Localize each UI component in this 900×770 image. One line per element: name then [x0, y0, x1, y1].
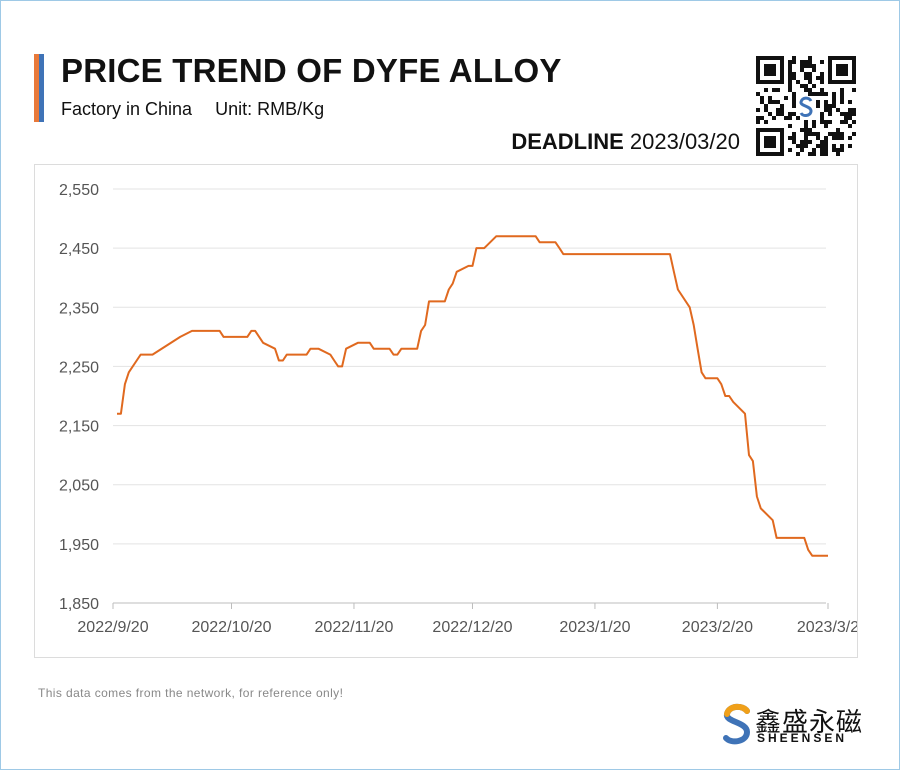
- y-tick-label: 2,450: [59, 241, 99, 258]
- subtitle-factory: Factory in China: [61, 99, 193, 119]
- title-accent-bar: [34, 54, 44, 122]
- deadline-label: DEADLINE: [511, 129, 624, 154]
- footer-disclaimer: This data comes from the network, for re…: [38, 686, 344, 700]
- y-tick-label: 1,850: [59, 596, 99, 613]
- line-chart: 1,850 1,950 2,050 2,150 2,250 2,350 2,450 2,550…: [59, 182, 857, 636]
- subtitle-unit: Unit: RMB/Kg: [215, 99, 325, 119]
- deadline-date: 2023/03/20: [629, 129, 740, 154]
- y-tick-label: 1,950: [59, 537, 99, 554]
- y-tick-label: 2,150: [59, 419, 99, 436]
- x-tick-label: 2022/11/20: [315, 619, 394, 636]
- y-tick-label: 2,250: [59, 359, 99, 376]
- deadline: DEADLINE 2023/03/20: [511, 129, 740, 155]
- y-tick-label: 2,050: [59, 478, 99, 495]
- logo-s-icon: [723, 703, 751, 745]
- x-tick-label: 2022/9/20: [77, 619, 148, 636]
- x-tick-label: 2023/1/20: [559, 619, 630, 636]
- brand-logo: 鑫盛永磁 SHEENSEN: [721, 700, 864, 750]
- x-tick-label: 2022/12/20: [432, 619, 512, 636]
- qr-code-icon: [756, 56, 856, 156]
- x-tick-label: 2023/2/20: [682, 619, 753, 636]
- chart-area: 1,850 1,950 2,050 2,150 2,250 2,350 2,450 2,550…: [34, 164, 858, 658]
- chart-subtitle: Factory in China Unit: RMB/Kg: [61, 99, 324, 120]
- y-tick-label: 2,350: [59, 300, 99, 317]
- price-line: [117, 235, 828, 557]
- logo-english-text: SHEENSEN: [757, 731, 848, 745]
- y-tick-label: 2,550: [59, 182, 99, 199]
- x-tick-label: 2023/3/2: [797, 619, 857, 636]
- x-tick-label: 2022/10/20: [191, 619, 271, 636]
- chart-title: PRICE TREND OF DYFE ALLOY: [61, 52, 562, 89]
- logo-chinese-text: 鑫盛永磁: [755, 708, 864, 738]
